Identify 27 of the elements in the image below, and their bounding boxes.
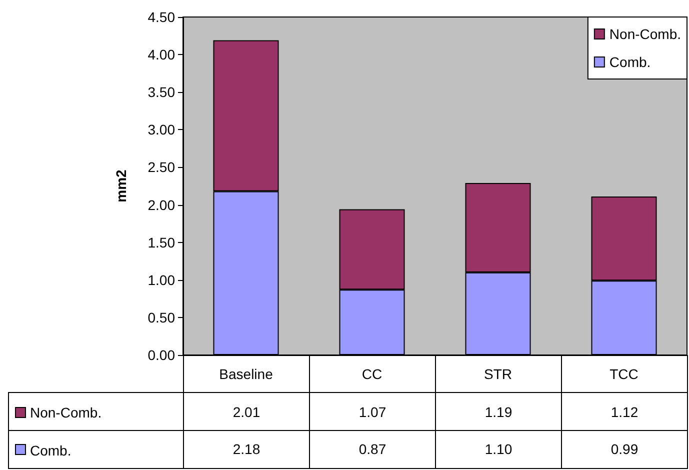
data-label: 2.01 <box>184 392 310 430</box>
text: Non-Comb. <box>30 404 102 420</box>
y-tick-label: 2.50 <box>148 159 176 176</box>
data-label: 0.99 <box>562 430 688 468</box>
y-tick-label: 3.00 <box>148 122 176 138</box>
y-tick-label: 1.00 <box>148 272 176 288</box>
data-label: 1.12 <box>562 392 688 430</box>
legend-label: Non-Comb. <box>609 26 682 42</box>
legend-label: Comb. <box>609 54 651 70</box>
y-tick-label: 4.00 <box>148 46 176 63</box>
y-tick-label: 0.50 <box>148 309 176 326</box>
x-tick-label: STR <box>484 366 512 382</box>
data-label: 2.18 <box>184 430 310 468</box>
y-axis-title: mm2 <box>113 169 129 202</box>
data-label: 0.87 <box>310 430 436 468</box>
y-tick-label: 0.00 <box>148 347 176 363</box>
y-tick-label: 3.50 <box>148 84 176 100</box>
data-label: 1.07 <box>310 392 436 430</box>
data-label: 1.10 <box>436 430 562 468</box>
y-tick-label: 1.50 <box>148 234 176 250</box>
y-tick-label: 2.00 <box>148 196 176 213</box>
y-tick-label: 4.50 <box>148 9 176 25</box>
x-tick-label: TCC <box>610 366 638 382</box>
x-tick-label: Baseline <box>219 366 274 382</box>
data-label: 1.19 <box>436 392 562 430</box>
x-tick-label: CC <box>362 366 382 382</box>
text: Comb. <box>30 442 72 458</box>
